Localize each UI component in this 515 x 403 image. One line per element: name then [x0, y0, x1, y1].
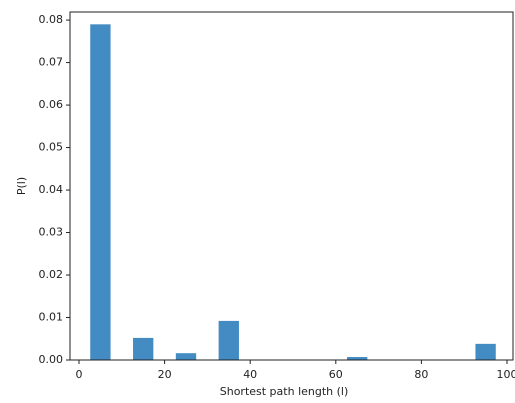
- bar: [90, 24, 111, 360]
- bar: [218, 320, 239, 360]
- x-tick-label: 0: [75, 368, 82, 381]
- x-tick-label: 100: [497, 368, 515, 381]
- x-axis-label: Shortest path length (l): [220, 385, 349, 398]
- bar: [347, 357, 368, 360]
- y-tick-label: 0.07: [39, 56, 64, 69]
- bar: [475, 343, 496, 360]
- x-tick-label: 80: [414, 368, 428, 381]
- x-tick-label: 40: [243, 368, 257, 381]
- y-tick-label: 0.04: [39, 183, 64, 196]
- y-axis-label: P(l): [15, 177, 28, 195]
- y-tick-label: 0.03: [39, 226, 64, 239]
- y-tick-label: 0.06: [39, 98, 64, 111]
- y-tick-label: 0.01: [39, 311, 64, 324]
- y-tick-label: 0.02: [39, 268, 64, 281]
- bar: [175, 353, 197, 360]
- y-tick-label: 0.05: [39, 141, 64, 154]
- bar: [133, 337, 154, 360]
- y-tick-label: 0.00: [39, 353, 64, 366]
- y-tick-label: 0.08: [39, 13, 64, 26]
- x-tick-label: 60: [329, 368, 343, 381]
- x-tick-label: 20: [158, 368, 172, 381]
- plot-frame: [69, 11, 514, 361]
